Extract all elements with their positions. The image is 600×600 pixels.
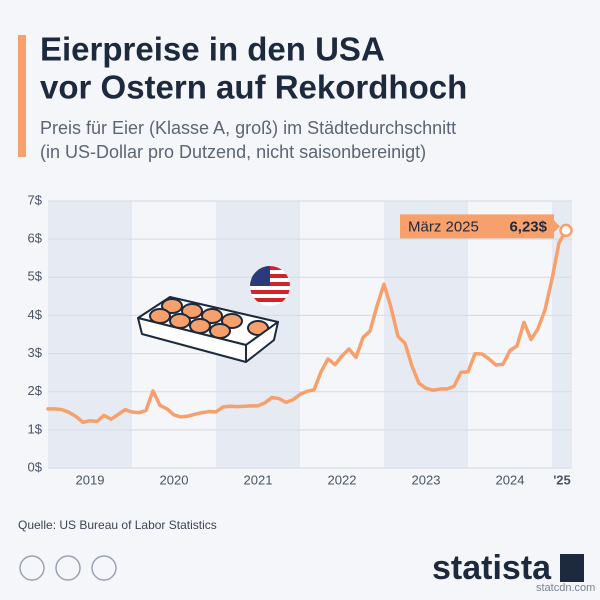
y-tick-label: 3$ xyxy=(28,345,43,360)
data-label: 6,23$ xyxy=(509,218,547,235)
x-tick-label: 2020 xyxy=(160,472,189,487)
brand-logo: statista xyxy=(432,549,552,587)
line-series xyxy=(46,228,568,424)
year-band xyxy=(552,201,572,468)
plot-area: 2019 2020 2021 2022 2023 2024 '25 0$ 1$ 2$ 3$ 4$ 5$ 6… xyxy=(28,192,573,487)
y-tick-label: 5$ xyxy=(28,269,43,284)
y-tick-label: 1$ xyxy=(28,421,43,436)
x-tick-label: 2023 xyxy=(412,472,441,487)
x-tick-label: 2021 xyxy=(244,472,273,487)
annotation-box xyxy=(400,214,554,239)
license-icons xyxy=(19,555,117,581)
y-tick-label: 2$ xyxy=(28,383,43,398)
x-tick-label: 2019 xyxy=(76,472,105,487)
end-point xyxy=(559,223,573,238)
year-band xyxy=(48,201,132,468)
y-tick-label: 4$ xyxy=(28,307,43,322)
accent-bar xyxy=(18,35,26,157)
y-tick-label: 6$ xyxy=(28,231,43,246)
watermark: statcdn.com xyxy=(536,582,595,594)
source: Quelle: US Bureau of Labor Statistics xyxy=(18,518,217,532)
x-tick-label: 2024 xyxy=(496,472,525,487)
subtitle-line: Preis für Eier (Klasse A, groß) im Städt… xyxy=(40,118,456,138)
annotation: März 2025 xyxy=(408,218,479,235)
egg-carton-icon xyxy=(137,296,279,363)
us-flag-icon xyxy=(250,266,290,306)
y-tick-label: 0$ xyxy=(28,459,43,474)
x-tick-label: '25 xyxy=(553,472,571,487)
brand-icon xyxy=(560,554,584,582)
chart-title-line: vor Ostern auf Rekordhoch xyxy=(40,69,467,106)
subtitle-line: (in US-Dollar pro Dutzend, nicht saisonb… xyxy=(40,142,426,162)
x-tick-label: 2022 xyxy=(328,472,357,487)
annotation-pointer xyxy=(554,220,560,233)
chart-title-line: Eierpreise in den USA xyxy=(40,31,385,68)
y-tick-label: 7$ xyxy=(28,192,43,207)
